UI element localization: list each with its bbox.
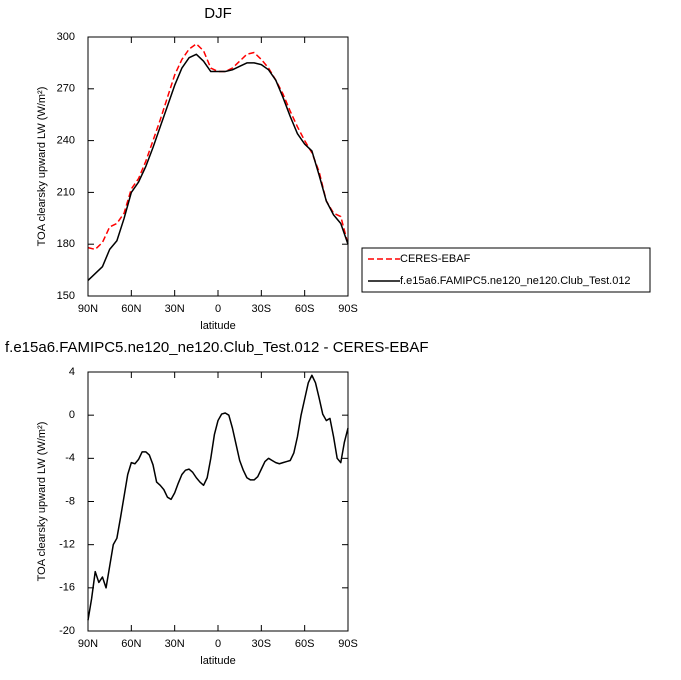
y-tick-label: 4 (69, 366, 75, 378)
chart-title: f.e15a6.FAMIPC5.ne120_ne120.Club_Test.01… (5, 339, 429, 356)
x-tick-label: 90S (338, 303, 358, 315)
y-tick-label: 210 (57, 186, 75, 198)
x-tick-label: 90N (78, 303, 98, 315)
data-line (87, 374, 349, 621)
y-tick-label: 180 (57, 238, 75, 250)
y-tick-label: -4 (65, 452, 75, 464)
plot-frame (87, 36, 349, 297)
y-tick-label: -8 (65, 495, 75, 507)
y-tick-label: -20 (59, 625, 75, 637)
data-line (87, 53, 349, 282)
legend-box (361, 247, 651, 293)
legend-label: CERES-EBAF (400, 253, 471, 265)
x-tick-label: 30N (165, 638, 185, 650)
y-tick-label: 270 (57, 83, 75, 95)
y-tick-label: 150 (57, 290, 75, 302)
y-axis-label: TOA clearsky upward LW (W/m²) (36, 87, 48, 247)
x-tick-label: 30N (165, 303, 185, 315)
plot-frame (87, 371, 349, 632)
x-tick-label: 0 (215, 638, 221, 650)
x-tick-label: 30S (252, 303, 272, 315)
x-axis-label: latitude (200, 655, 235, 667)
data-line (87, 43, 349, 251)
y-tick-label: -16 (59, 582, 75, 594)
y-tick-label: -12 (59, 539, 75, 551)
chart-title: DJF (204, 5, 232, 22)
x-tick-label: 90S (338, 638, 358, 650)
y-tick-label: 300 (57, 31, 75, 43)
x-tick-label: 30S (252, 638, 272, 650)
legend-label: f.e15a6.FAMIPC5.ne120_ne120.Club_Test.01… (400, 275, 631, 287)
x-tick-label: 60N (121, 638, 141, 650)
x-tick-label: 90N (78, 638, 98, 650)
x-tick-label: 60N (121, 303, 141, 315)
y-axis-label: TOA clearsky upward LW (W/m²) (36, 422, 48, 582)
x-axis-label: latitude (200, 320, 235, 332)
x-tick-label: 0 (215, 303, 221, 315)
x-tick-label: 60S (295, 638, 315, 650)
y-tick-label: 0 (69, 409, 75, 421)
y-tick-label: 240 (57, 135, 75, 147)
x-tick-label: 60S (295, 303, 315, 315)
